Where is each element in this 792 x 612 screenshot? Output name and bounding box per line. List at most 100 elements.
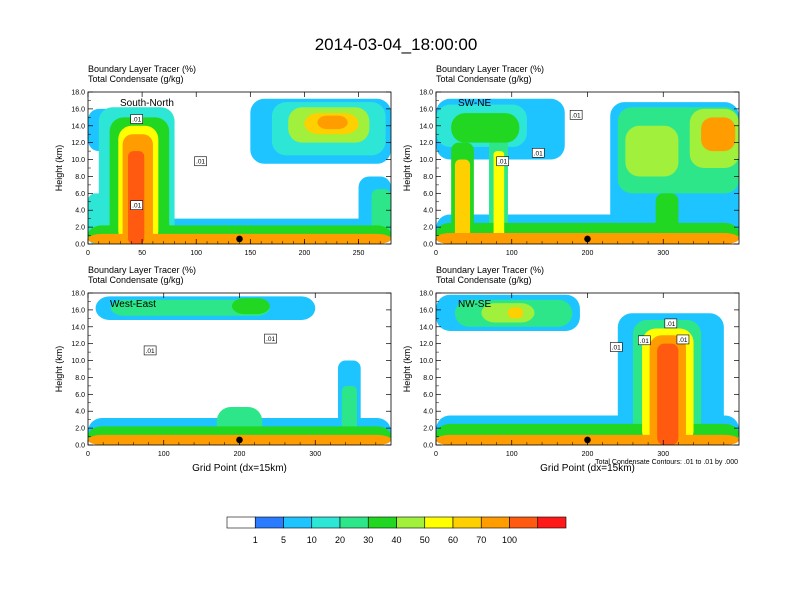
y-tick-label: 8.0 (75, 174, 85, 181)
y-tick-label: 12.0 (71, 140, 85, 147)
location-marker (236, 436, 243, 444)
contour-label-box (264, 333, 277, 344)
y-tick-label: 4.0 (423, 409, 433, 416)
x-tick-label: 250 (353, 250, 365, 257)
y-tick-label: 10.0 (71, 358, 85, 365)
x-tick-label: 200 (299, 250, 311, 257)
y-tick-label: 0.0 (75, 443, 85, 450)
x-tick-label: 200 (582, 451, 594, 458)
contour-label: .01 (196, 159, 205, 166)
x-tick-label: 300 (657, 250, 669, 257)
colorbar-label: 1 (253, 535, 258, 545)
y-tick-label: 16.0 (71, 307, 85, 314)
y-tick-label: 16.0 (419, 106, 433, 113)
colorbar-swatch (254, 516, 284, 529)
y-tick-label: 4.0 (75, 409, 85, 416)
x-tick-label: 100 (158, 451, 170, 458)
tracer-region (625, 125, 679, 177)
x-axis-label: Grid Point (dx=15km) (192, 463, 287, 474)
y-axis-label: Height (km) (54, 346, 64, 393)
panel-title-condensate: Total Condensate (g/kg) (436, 275, 532, 285)
y-tick-label: 2.0 (75, 225, 85, 232)
panel-nw-se: Boundary Layer Tracer (%)Total Condensat… (402, 265, 740, 474)
colorbar-label: 70 (476, 535, 486, 545)
contour-label: .01 (612, 345, 621, 352)
contour-label-box (194, 156, 207, 167)
panel-title-tracer: Boundary Layer Tracer (%) (88, 265, 196, 275)
x-tick-label: 100 (506, 250, 518, 257)
colorbar-swatch (367, 516, 397, 529)
colorbar-swatch (226, 516, 256, 529)
colorbar-label: 5 (281, 535, 286, 545)
section-label: SW-NE (458, 98, 491, 109)
section-label: NW-SE (458, 299, 491, 310)
tracer-field: .01 .01 .01 (88, 92, 391, 244)
x-tick-label: 0 (86, 451, 90, 458)
panel-title-tracer: Boundary Layer Tracer (%) (436, 64, 544, 74)
panel-sw-ne: Boundary Layer Tracer (%)Total Condensat… (402, 64, 740, 257)
y-tick-label: 2.0 (75, 426, 85, 433)
panel-title-condensate: Total Condensate (g/kg) (436, 74, 532, 84)
y-tick-label: 6.0 (75, 392, 85, 399)
x-tick-label: 100 (506, 451, 518, 458)
location-marker (584, 436, 591, 444)
tracer-region (701, 117, 736, 152)
section-label: West-East (110, 299, 156, 310)
panel-title-condensate: Total Condensate (g/kg) (88, 74, 184, 84)
tracer-region (454, 159, 471, 244)
contour-label: .01 (640, 338, 649, 345)
colorbar-label: 50 (420, 535, 430, 545)
tracer-field: .01 .01 .01 (436, 92, 739, 244)
x-tick-label: 200 (582, 250, 594, 257)
colorbar-label: 40 (391, 535, 401, 545)
tracer-region (493, 151, 505, 244)
tracer-region (657, 343, 679, 445)
y-tick-label: 0.0 (423, 242, 433, 249)
y-tick-label: 0.0 (423, 443, 433, 450)
contour-label: .01 (534, 150, 543, 157)
y-tick-label: 8.0 (423, 375, 433, 382)
tracer-region (317, 115, 348, 130)
contour-label-box (569, 110, 583, 120)
contour-label-box (130, 114, 143, 124)
y-tick-label: 18.0 (419, 291, 433, 298)
section-label: South-North (120, 98, 174, 109)
location-marker (236, 235, 243, 243)
figure-title: 2014-03-04_18:00:00 (315, 35, 478, 54)
y-tick-label: 18.0 (419, 90, 433, 97)
tracer-field: .01 .01 .01 .01 (436, 293, 739, 445)
y-tick-label: 4.0 (75, 208, 85, 215)
y-tick-label: 18.0 (71, 90, 85, 97)
colorbar-label: 100 (502, 535, 517, 545)
x-tick-label: 0 (434, 250, 438, 257)
contour-label: .01 (132, 117, 141, 124)
y-tick-label: 8.0 (75, 375, 85, 382)
colorbar-label: 10 (307, 535, 317, 545)
colorbar-swatch (480, 516, 510, 529)
panel-title-condensate: Total Condensate (g/kg) (88, 275, 184, 285)
y-tick-label: 6.0 (423, 392, 433, 399)
tracer-region (371, 189, 391, 236)
location-marker (584, 235, 591, 243)
colorbar-swatch (283, 516, 313, 529)
contour-label-box (638, 335, 651, 346)
panel-west-east: Boundary Layer Tracer (%)Total Condensat… (54, 265, 392, 474)
y-tick-label: 6.0 (75, 191, 85, 198)
contour-label: .01 (572, 112, 581, 119)
y-tick-label: 10.0 (71, 157, 85, 164)
contour-label-box (676, 334, 690, 345)
colorbar-swatch (509, 516, 539, 529)
colorbar-label: 20 (335, 535, 345, 545)
contour-label: .01 (266, 336, 275, 343)
x-tick-label: 0 (86, 250, 90, 257)
y-tick-label: 12.0 (419, 341, 433, 348)
y-tick-label: 10.0 (419, 358, 433, 365)
panel-title-tracer: Boundary Layer Tracer (%) (436, 265, 544, 275)
y-axis-label: Height (km) (54, 145, 64, 192)
tracer-field: .01 .01 (88, 293, 391, 445)
contour-label-box (496, 156, 509, 167)
contour-label-box (609, 342, 623, 352)
colorbar-label: 60 (448, 535, 458, 545)
colorbar-swatch (537, 516, 567, 529)
colorbar-swatch (311, 516, 341, 529)
